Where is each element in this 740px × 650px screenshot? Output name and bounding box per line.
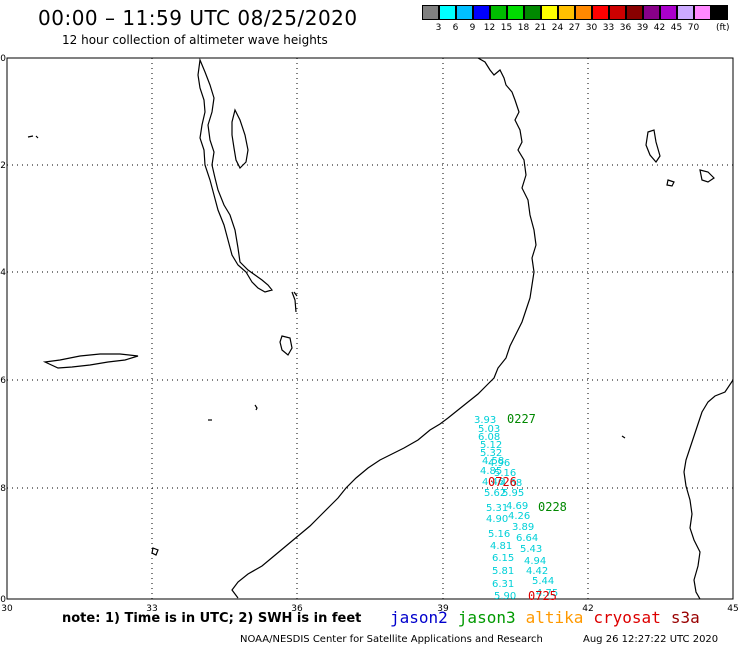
lake-malawi-outline [198,60,272,292]
comoros-grande-comore [646,130,660,162]
wave-height-value: 3.89 [512,522,534,533]
satellite-jason3: jason3 [458,608,516,627]
wave-height-value: 5.31 [486,503,508,514]
wave-height-value: 4.81 [490,541,512,552]
wave-height-value: 5.81 [492,566,514,577]
graticule [7,58,733,599]
comoros-anjouan [700,170,714,182]
altimeter-map-page: 00:00 – 11:59 UTC 08/25/2020 12 hour col… [0,0,740,650]
lon-label: 30 [1,604,13,614]
small-lake-4 [152,548,158,555]
latitude-labels: -10 -12 -14 -16 -18 -20 [0,54,6,605]
satellite-s3a: s3a [671,608,700,627]
map-frame [7,58,733,599]
coastlines [28,58,733,599]
wave-height-value: 4.90 [486,514,508,525]
map-canvas: -10-12-14-16-18-20 303336394245 3.935.03… [0,0,740,650]
river-segment [292,292,297,312]
wave-height-value: 5.16 [488,529,510,540]
lat-label: -12 [0,161,6,171]
track-time-label: 0726 [488,475,517,489]
lat-label: -16 [0,376,6,386]
satellite-legend: jason2 jason3 altika cryosat s3a [390,608,710,627]
wave-height-value: 5.90 [494,591,516,602]
wave-height-value: 6.31 [492,579,514,590]
lake-cahora-bassa-outline [45,354,138,368]
madagascar-coastline [684,380,733,599]
wave-height-value: 5.43 [520,544,542,555]
wave-height-value: 4.26 [508,511,530,522]
generation-timestamp: Aug 26 12:27:22 UTC 2020 [583,634,718,645]
lat-label: -14 [0,268,6,278]
wave-height-value: 5.95 [502,488,524,499]
wave-height-value: 6.15 [492,553,514,564]
lon-label: 45 [727,604,738,614]
lat-label: -10 [0,54,6,64]
satellite-cryosat: cryosat [593,608,660,627]
satellite-jason2: jason2 [390,608,448,627]
track-time-label: 0228 [538,500,567,514]
small-lake-2 [255,405,257,410]
satellite-altika: altika [526,608,584,627]
track-time-label: 0725 [528,589,557,603]
lake-chilwa-outline [280,336,292,355]
islet-1 [622,436,625,438]
wave-height-value: 6.64 [516,533,538,544]
lat-label: -18 [0,484,6,494]
small-lake-1 [28,136,38,138]
comoros-moheli [667,180,674,186]
credit-line: NOAA/NESDIS Center for Satellite Applica… [240,634,543,645]
wave-height-value: 5.44 [532,576,554,587]
track-time-label: 0227 [507,412,536,426]
footer-note: note: 1) Time is in UTC; 2) SWH is in fe… [62,611,361,626]
